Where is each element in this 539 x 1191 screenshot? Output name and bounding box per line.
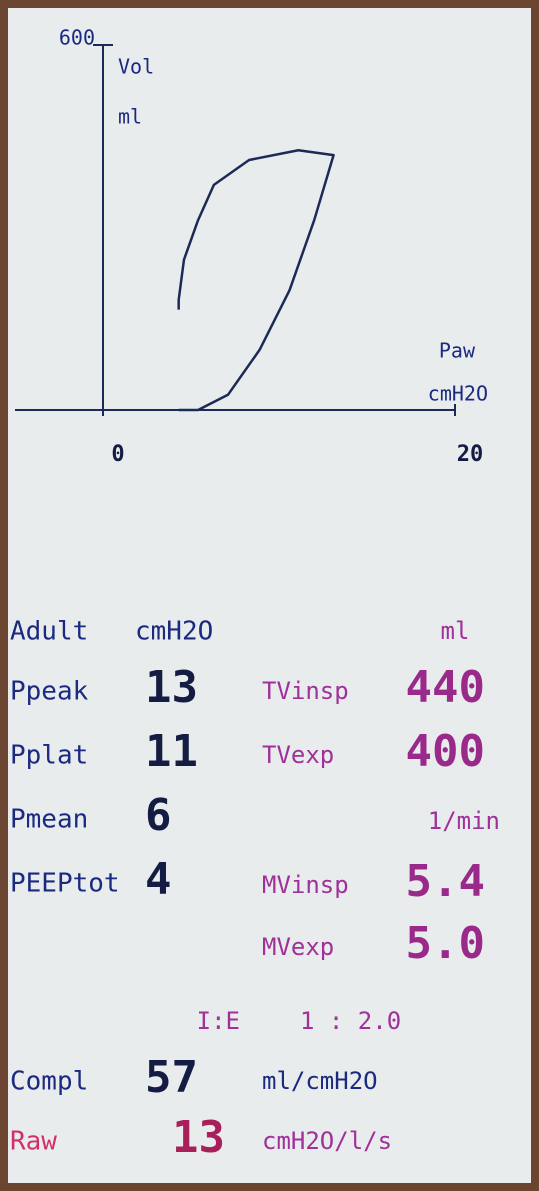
pressure-value: 4: [145, 854, 172, 905]
compliance-unit: ml/cmH2O: [262, 1067, 378, 1095]
ie-label: I:E: [197, 1007, 240, 1035]
volume-label: TVexp: [262, 741, 334, 769]
x-label: Paw: [439, 339, 476, 363]
x-tick-label: 0: [111, 442, 124, 467]
resistance-value: 13: [172, 1112, 225, 1163]
pressure-label: Pplat: [10, 741, 88, 771]
pressure-label: Pmean: [10, 805, 88, 835]
mode: Adult: [10, 617, 88, 647]
y-unit: ml: [118, 105, 142, 129]
compliance-value: 57: [145, 1052, 198, 1103]
minute-volume-label: MVexp: [262, 933, 334, 961]
minute-volume-value: 5.0: [406, 918, 485, 969]
pressure-value: 11: [145, 726, 198, 777]
volume-value: 400: [406, 726, 485, 777]
ventilator-screen: Vol ml Paw cmH2O Adult cmH2O ml 1/min I:…: [0, 0, 539, 1191]
pressure-value: 6: [145, 790, 172, 841]
screen: [8, 8, 531, 1183]
minute-volume-value: 5.4: [406, 856, 485, 907]
x-unit: cmH2O: [428, 382, 488, 406]
y-label: Vol: [118, 55, 154, 79]
minute-unit: 1/min: [428, 807, 500, 835]
pressure-label: PEEPtot: [10, 869, 120, 899]
resistance-unit: cmH2O/l/s: [262, 1127, 392, 1155]
pressure-value: 13: [145, 662, 198, 713]
ie-value: 1 : 2.0: [300, 1007, 401, 1035]
volume-unit: ml: [441, 617, 470, 645]
minute-volume-label: MVinsp: [262, 871, 349, 899]
compliance-label: Compl: [10, 1067, 88, 1097]
y-tick-label: 600: [59, 26, 95, 50]
volume-label: TVinsp: [262, 677, 349, 705]
x-tick-label: 20: [457, 442, 484, 467]
page: Vol ml Paw cmH2O Adult cmH2O ml 1/min I:…: [0, 0, 539, 1191]
resistance-label: Raw: [10, 1127, 57, 1157]
volume-value: 440: [406, 662, 485, 713]
pressure-label: Ppeak: [10, 677, 89, 707]
pressure-unit: cmH2O: [135, 617, 213, 647]
